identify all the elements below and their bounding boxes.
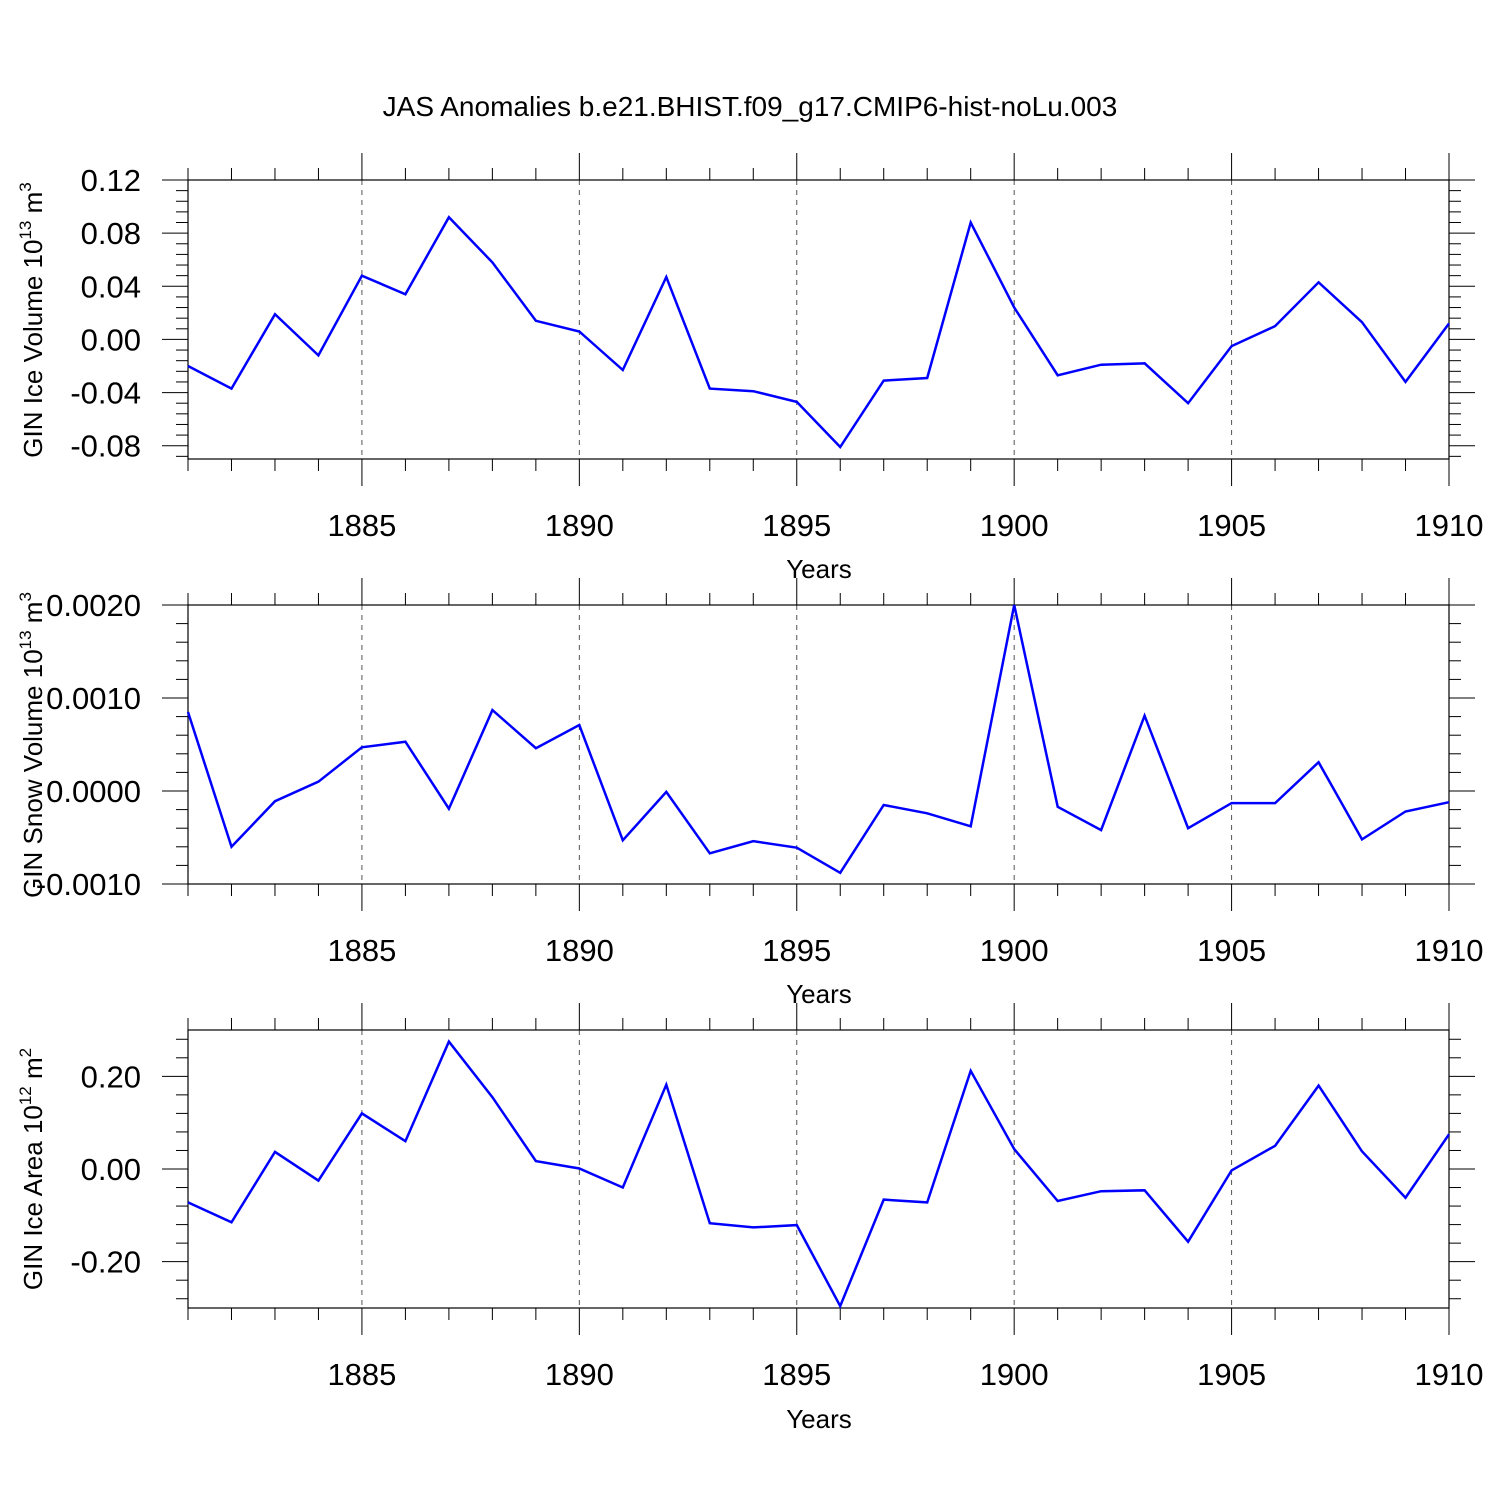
y-tick-label: 0.00 <box>81 322 141 357</box>
x-axis-label: Years <box>786 979 852 1009</box>
y-tick-label: 0.12 <box>81 163 141 198</box>
x-tick-label: 1900 <box>980 933 1049 968</box>
x-axis-label: Years <box>786 554 852 584</box>
y-tick-label: -0.20 <box>70 1245 141 1280</box>
y-tick-label: -0.04 <box>70 376 141 411</box>
y-tick-label: 0.00 <box>81 1152 141 1187</box>
series-line-snow_volume <box>186 604 1450 875</box>
y-tick-label: 0.0010 <box>46 681 141 716</box>
x-tick-label: 1910 <box>1415 933 1484 968</box>
panel-1: 0.12 0.08 0.04 0.00 -0.04 -0.08 1885 1890 1895 19… <box>16 153 1483 584</box>
x-tick-label: 1895 <box>762 508 831 543</box>
x-tick-label: 1900 <box>980 1357 1049 1392</box>
y-tick-label: 0.0020 <box>46 588 141 623</box>
y-axis-label-superscript: 12 <box>16 1086 35 1105</box>
y-axis-label-part: m <box>18 1057 48 1086</box>
x-tick-label: 1890 <box>545 933 614 968</box>
y-tick-label: 0.08 <box>81 216 141 251</box>
y-axis-label: GIN Ice Area 1012 m2 <box>16 1048 48 1290</box>
figure-title: JAS Anomalies b.e21.BHIST.f09_g17.CMIP6-… <box>383 91 1118 122</box>
plot-frame <box>187 1029 1450 1309</box>
y-tick-label: 0.0000 <box>46 774 141 809</box>
y-axis-label-superscript: 3 <box>16 182 35 191</box>
x-tick-label: 1895 <box>762 1357 831 1392</box>
y-axis-label-part: GIN Ice Area 10 <box>18 1105 48 1290</box>
y-axis-label-superscript: 13 <box>16 630 35 649</box>
y-axis-label: GIN Ice Volume 1013 m3 <box>16 182 48 458</box>
y-axis-label-part: m <box>18 192 48 221</box>
x-tick-label: 1905 <box>1197 1357 1266 1392</box>
panel-3: 0.20 0.00 -0.20 1885 1890 1895 1900 1905 1910 Yea… <box>16 1003 1483 1434</box>
x-tick-label: 1900 <box>980 508 1049 543</box>
series-line-ice_area <box>187 1039 1451 1310</box>
x-tick-label: 1885 <box>327 933 396 968</box>
plot-frame <box>187 179 1450 460</box>
y-axis-label: GIN Snow Volume 1013 m3 <box>16 592 48 898</box>
series-line-ice_volume <box>187 215 1451 449</box>
y-axis-label-part: GIN Ice Volume 10 <box>18 240 48 458</box>
x-tick-label: 1905 <box>1197 933 1266 968</box>
panel-2: 0.0020 0.0010 0.0000 -0.0010 1885 1890 1895 190… <box>16 578 1483 1009</box>
plot-frame <box>187 604 1450 885</box>
x-axis-label: Years <box>786 1404 852 1434</box>
x-tick-label: 1890 <box>545 1357 614 1392</box>
y-tick-label: -0.0010 <box>36 867 141 902</box>
y-axis-label-superscript: 13 <box>16 221 35 240</box>
y-axis-label-superscript: 3 <box>16 592 35 601</box>
x-tick-label: 1885 <box>327 508 396 543</box>
panels: 0.12 0.08 0.04 0.00 -0.04 -0.08 1885 1890 1895 19… <box>16 153 1483 1434</box>
x-tick-label: 1910 <box>1415 508 1484 543</box>
y-tick-label: 0.20 <box>81 1059 141 1094</box>
x-tick-label: 1910 <box>1415 1357 1484 1392</box>
y-tick-label: 0.04 <box>81 269 141 304</box>
x-tick-label: 1885 <box>327 1357 396 1392</box>
y-axis-label-superscript: 2 <box>16 1048 35 1057</box>
y-axis-label-part: GIN Snow Volume 10 <box>18 649 48 898</box>
x-tick-label: 1905 <box>1197 508 1266 543</box>
y-axis-label-part: m <box>18 602 48 631</box>
x-tick-label: 1890 <box>545 508 614 543</box>
x-tick-label: 1895 <box>762 933 831 968</box>
y-tick-label: -0.08 <box>70 429 141 464</box>
